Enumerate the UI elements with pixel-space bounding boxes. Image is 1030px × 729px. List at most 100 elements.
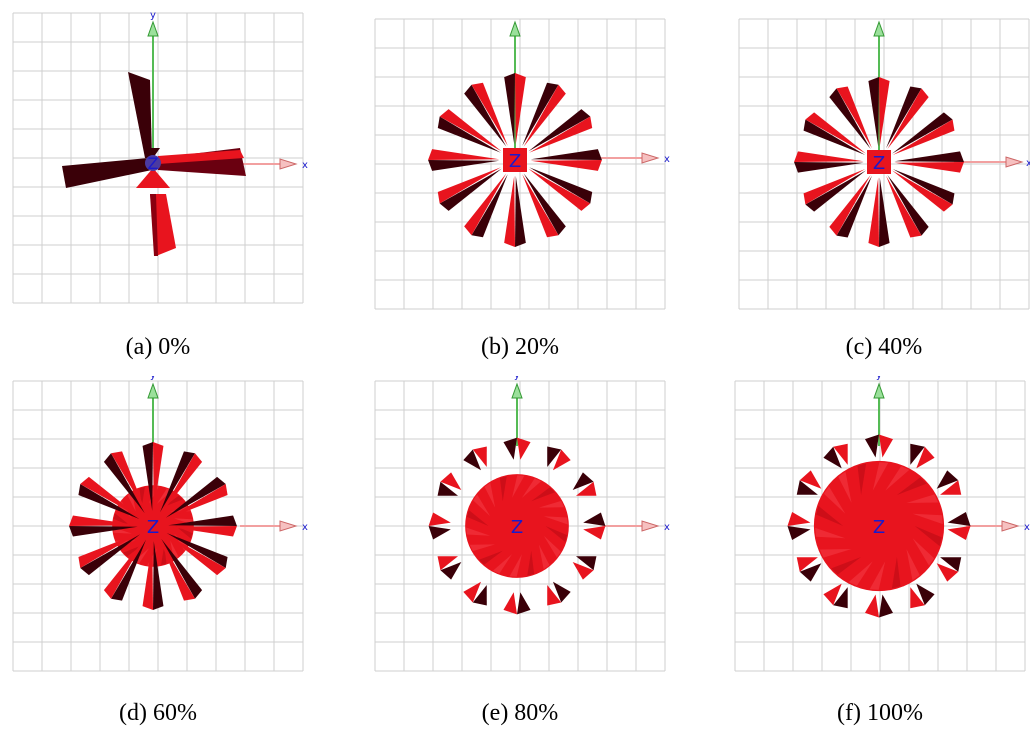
sphere-facet: [914, 526, 942, 547]
petal-light: [517, 437, 531, 460]
y-axis-arrow: [873, 20, 885, 37]
petal-dark: [111, 539, 147, 601]
petal-dark: [515, 175, 526, 247]
petal-dark: [886, 86, 922, 149]
petal-dark: [472, 585, 487, 606]
petal-light: [886, 175, 922, 238]
petal-dark: [529, 167, 593, 204]
petal-light: [576, 481, 597, 496]
petal-dark: [910, 443, 925, 465]
petal-dark: [504, 73, 515, 145]
petal-dark: [464, 84, 507, 147]
panel-f: y x Z: [730, 376, 1030, 676]
petal-light: [136, 168, 170, 188]
z-axis-letter: Z: [511, 517, 523, 538]
axes: y x: [511, 376, 670, 533]
petal-light: [803, 169, 866, 205]
petal-dark: [879, 177, 890, 247]
petal-light: [799, 470, 822, 489]
petal-dark: [463, 449, 482, 471]
petal-light: [583, 526, 606, 540]
sphere-facet: [838, 471, 852, 503]
petal-light: [503, 592, 517, 615]
petal-dark: [892, 169, 955, 205]
sphere-facet: [896, 477, 927, 495]
petal-dark: [437, 481, 458, 496]
cluster-a: Z: [62, 72, 246, 256]
sphere-facet: [469, 544, 496, 552]
x-axis-letter: x: [664, 154, 670, 165]
x-axis-letter: x: [1024, 522, 1030, 533]
sphere-facet: [113, 527, 132, 534]
petal-light: [165, 534, 226, 576]
petal-dark: [80, 534, 141, 576]
center-hub: [141, 514, 165, 538]
y-axis-letter: y: [150, 10, 156, 21]
panel-a-plot: y x Z: [12, 10, 308, 304]
petal-light: [515, 73, 526, 145]
petal-light: [868, 177, 879, 247]
z-axis-letter: Z: [873, 153, 885, 174]
petal-dark: [439, 168, 502, 211]
petal-light: [463, 581, 482, 603]
panel-c-plot: y x Z: [738, 18, 1030, 310]
x-axis-arrow: [641, 152, 660, 164]
caption-a: (a) 0%: [125, 334, 191, 360]
petal-dark: [528, 109, 591, 152]
petal-dark: [803, 119, 866, 155]
x-axis-letter: x: [302, 160, 308, 171]
petal-light: [910, 587, 925, 609]
panel-d-plot: y x Z: [12, 376, 308, 672]
z-axis-letter: Z: [147, 517, 159, 538]
sphere-facet: [543, 516, 568, 525]
axes: y x: [509, 20, 670, 165]
petal-dark: [78, 484, 140, 520]
petal-dark: [437, 116, 501, 153]
y-axis-arrow: [147, 382, 159, 399]
petal-light: [522, 174, 559, 238]
petal-dark: [440, 561, 462, 580]
sphere-facet: [527, 550, 535, 576]
petal-dark: [166, 532, 228, 568]
petal-light: [887, 88, 929, 149]
sphere-facet: [543, 535, 561, 558]
petal-light: [428, 512, 451, 526]
petal-light: [528, 168, 591, 211]
petal-dark: [146, 148, 160, 158]
sphere-facet: [872, 462, 889, 491]
petal-dark: [805, 170, 866, 212]
petal-light: [437, 556, 458, 571]
sphere-facet: [891, 557, 901, 589]
petal-light: [530, 160, 602, 171]
y-axis-arrow: [873, 382, 885, 399]
sphere-facet: [467, 510, 489, 526]
petal-light: [103, 538, 145, 599]
sphere-facet: [538, 544, 550, 570]
petal-light: [947, 526, 971, 541]
burst-cluster: Z: [69, 442, 237, 610]
petal-light: [523, 84, 566, 147]
x-axis-arrow: [1001, 520, 1020, 532]
x-axis-letter: x: [302, 522, 308, 533]
sphere-facet: [857, 463, 867, 495]
sphere-facet: [161, 545, 167, 566]
sphere-facet: [906, 549, 920, 581]
center-hub: [867, 514, 891, 538]
petal-dark: [833, 587, 848, 609]
y-axis-arrow: [509, 20, 521, 37]
sphere-facet: [831, 557, 862, 575]
petal-light: [823, 583, 842, 606]
center-hub: [505, 514, 529, 538]
petal-dark: [868, 77, 879, 147]
petal-dark: [150, 194, 158, 256]
petal-light: [805, 112, 866, 154]
burst-cluster: Z: [428, 73, 602, 247]
petal-dark: [103, 453, 145, 514]
sphere-facet: [885, 466, 910, 491]
petal-light: [829, 175, 871, 236]
petal-light: [552, 449, 571, 471]
sphere-facet: [815, 527, 846, 539]
petal-dark: [142, 442, 153, 511]
sphere-facet: [484, 482, 496, 508]
panel-c: y x Z: [734, 14, 1030, 314]
